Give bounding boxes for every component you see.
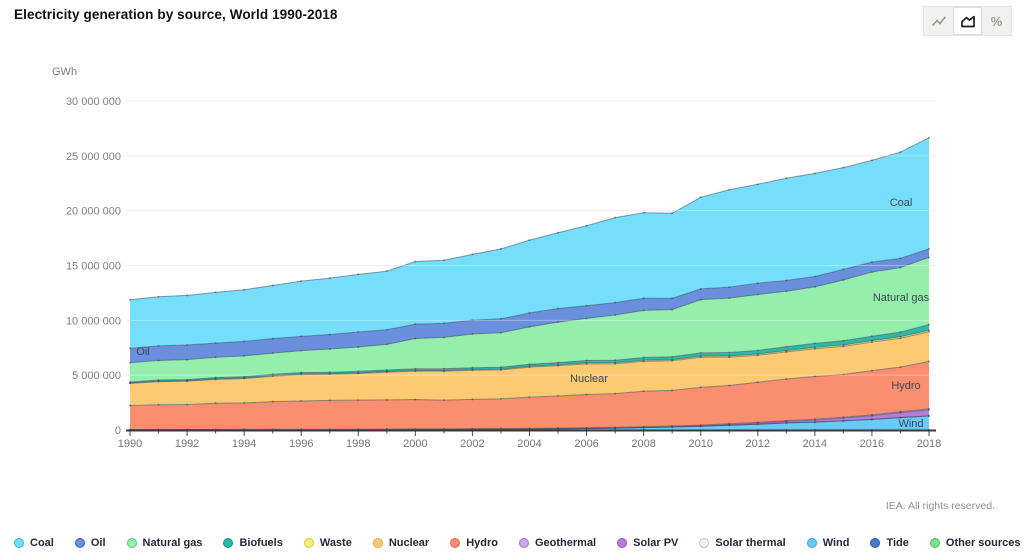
- legend-label: Solar thermal: [715, 537, 786, 549]
- legend-swatch-geothermal: [518, 538, 529, 548]
- y-tick-label: 30 000 000: [66, 96, 121, 108]
- x-tick-label: 2000: [403, 438, 427, 450]
- y-axis-unit-label: GWh: [52, 66, 78, 78]
- area-chart-button[interactable]: [953, 7, 982, 35]
- legend-item-wind[interactable]: Wind: [806, 537, 850, 549]
- line-chart-icon: [930, 12, 948, 30]
- legend-label: Hydro: [466, 537, 498, 549]
- legend-label: Wind: [822, 537, 850, 549]
- legend-item-geothermal[interactable]: Geothermal: [518, 537, 597, 549]
- legend-item-biofuels[interactable]: Biofuels: [223, 537, 283, 549]
- percent-button[interactable]: %: [982, 7, 1011, 35]
- legend-item-solar-thermal[interactable]: Solar thermal: [699, 537, 786, 549]
- legend-swatch-nuclear: [372, 538, 383, 548]
- copyright-credit: IEA. All rights reserved.: [885, 500, 995, 512]
- legend-swatch-biofuels: [223, 538, 234, 548]
- legend-label: Nuclear: [388, 537, 430, 549]
- x-tick-label: 1998: [346, 438, 370, 450]
- legend-swatch-coal: [14, 538, 24, 548]
- y-tick-label: 5 000 000: [72, 370, 121, 382]
- legend-item-tide[interactable]: Tide: [870, 537, 909, 549]
- legend-label: Geothermal: [534, 537, 597, 549]
- legend-item-other-sources[interactable]: Other sources: [929, 537, 1021, 549]
- legend-swatch-solar-pv: [617, 538, 628, 548]
- percent-icon: %: [990, 13, 1003, 29]
- legend-label: Biofuels: [239, 537, 283, 549]
- legend-item-solar-pv[interactable]: Solar PV: [617, 537, 678, 549]
- x-tick-label: 1992: [175, 438, 199, 450]
- y-tick-label: 0: [115, 425, 121, 437]
- x-tick-label: 2016: [860, 438, 884, 450]
- area-chart-icon: [959, 12, 977, 30]
- x-tick-label: 1996: [289, 438, 313, 450]
- legend-swatch-tide: [870, 538, 881, 548]
- x-tick-label: 2002: [460, 438, 484, 450]
- legend-label: Solar PV: [633, 537, 679, 549]
- legend-swatch-other-sources: [929, 538, 940, 548]
- legend-label: Tide: [886, 537, 909, 549]
- line-chart-button[interactable]: [924, 7, 953, 35]
- x-tick-label: 2004: [517, 438, 541, 450]
- x-tick-label: 2012: [746, 438, 770, 450]
- legend-swatch-oil: [74, 538, 85, 548]
- x-tick-label: 2018: [917, 438, 941, 450]
- page-title: Electricity generation by source, World …: [14, 7, 338, 22]
- legend-label: Natural gas: [142, 537, 203, 549]
- y-tick-label: 20 000 000: [66, 206, 121, 218]
- x-tick-label: 1990: [118, 438, 142, 450]
- x-tick-label: 1994: [232, 438, 256, 450]
- x-tick-label: 2010: [688, 438, 712, 450]
- legend-label: Other sources: [945, 537, 1021, 549]
- legend-item-oil[interactable]: Oil: [74, 537, 106, 549]
- legend-item-natural-gas[interactable]: Natural gas: [126, 537, 203, 549]
- y-tick-label: 10 000 000: [66, 315, 121, 327]
- legend-item-waste[interactable]: Waste: [303, 537, 352, 549]
- legend-label: Oil: [90, 537, 106, 549]
- legend-swatch-hydro: [450, 538, 461, 548]
- legend-swatch-solar-thermal: [699, 538, 710, 548]
- chart-type-toolbar: %: [923, 6, 1012, 36]
- legend-swatch-natural-gas: [126, 538, 137, 548]
- legend-item-hydro[interactable]: Hydro: [450, 537, 498, 549]
- legend-item-coal[interactable]: Coal: [14, 537, 54, 549]
- legend-item-nuclear[interactable]: Nuclear: [372, 537, 430, 549]
- x-tick-label: 2014: [803, 438, 827, 450]
- y-tick-label: 15 000 000: [66, 261, 121, 273]
- legend-label: Coal: [30, 537, 54, 549]
- legend-swatch-wind: [806, 538, 817, 548]
- legend-swatch-waste: [303, 538, 314, 548]
- chart-legend: Coal Oil Natural gas Biofuels Waste Nuclear Hy…: [14, 537, 1020, 549]
- x-tick-label: 2006: [574, 438, 598, 450]
- x-tick-label: 2008: [631, 438, 655, 450]
- legend-label: Waste: [319, 537, 352, 549]
- y-tick-label: 25 000 000: [66, 151, 121, 163]
